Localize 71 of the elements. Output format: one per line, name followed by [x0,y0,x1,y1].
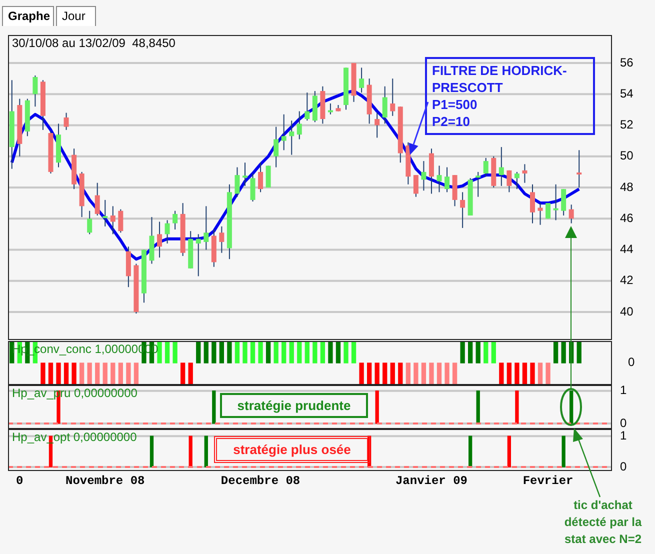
x-tick-label: Novembre 08 [66,474,145,488]
candlestick [359,67,364,94]
candlestick [568,204,574,224]
candlestick [196,234,201,277]
candlestick [204,206,209,250]
candlestick [102,199,108,227]
x-tick-label: Janvier 09 [395,474,468,488]
y-tick-label: 46 [620,210,634,225]
annotation: FILTRE DE HODRICK-PRESCOTT P1=500 P2=10 [425,57,595,135]
candlestick [281,114,286,151]
candlestick [32,74,38,108]
candlestick [428,148,434,194]
candlestick [382,86,388,124]
candlestick [413,174,418,198]
y-tick-label: 56 [620,55,634,70]
candlestick [118,208,124,234]
candlestick [546,202,551,220]
candlestick [561,188,566,216]
candlestick [87,210,92,235]
candlestick [460,192,466,228]
candlestick [266,165,271,188]
candlestick [157,221,162,258]
candlestick [476,171,481,198]
candlestick [242,162,248,186]
candlestick [421,160,426,192]
candlestick [390,78,396,116]
y-tick-label: 40 [620,304,634,318]
candlestick [304,92,310,122]
candlestick [483,157,488,178]
y-tick-label: 44 [620,242,634,256]
y-tick-label: 52 [620,118,634,132]
y-tick-label: 50 [620,148,634,163]
candlestick [274,126,279,168]
annotation: stratégie plus osée [214,436,370,463]
y-tick-label: 48 [620,180,634,194]
annotation: stratégie prudente [220,393,368,418]
candlestick [506,170,512,193]
candlestick [498,146,504,186]
chart-title: 30/10/08 au 13/02/09 48,8450 [12,36,176,50]
text: tic d'achat détecté par la stat avec N=2 [563,497,643,548]
candlestick [172,210,178,230]
candlestick [522,164,528,184]
candlestick [94,182,100,216]
candlestick [553,184,558,221]
y-tick-label: 1 [620,428,627,442]
y-tick-label: 54 [620,86,634,100]
candlestick [258,162,264,193]
candlestick [219,226,224,254]
y-tick-label: 1 [620,383,627,398]
candlestick [64,112,69,130]
candlestick [164,220,170,244]
candlestick [296,110,302,140]
candlestick [436,165,442,193]
candlestick [374,112,380,138]
candlestick [444,166,450,193]
candlestick [576,150,582,188]
candlestick [250,172,256,202]
chart-title: Hp_av_opt 0,00000000 [12,430,137,444]
candlestick [538,202,543,226]
candlestick [110,206,116,235]
candlestick [530,184,535,224]
y-tick-label: 42 [620,273,634,288]
candlestick [289,120,294,156]
y-tick-label: 0 [620,459,627,474]
y-tick-label: 0 [620,416,627,430]
candlestick [328,102,333,115]
candlestick [234,166,240,198]
x-tick-label: Decembre 08 [220,474,300,488]
candlestick [514,171,520,190]
x-tick-label: 0 [16,474,24,488]
x-tick-label: Fevrier [522,474,574,488]
